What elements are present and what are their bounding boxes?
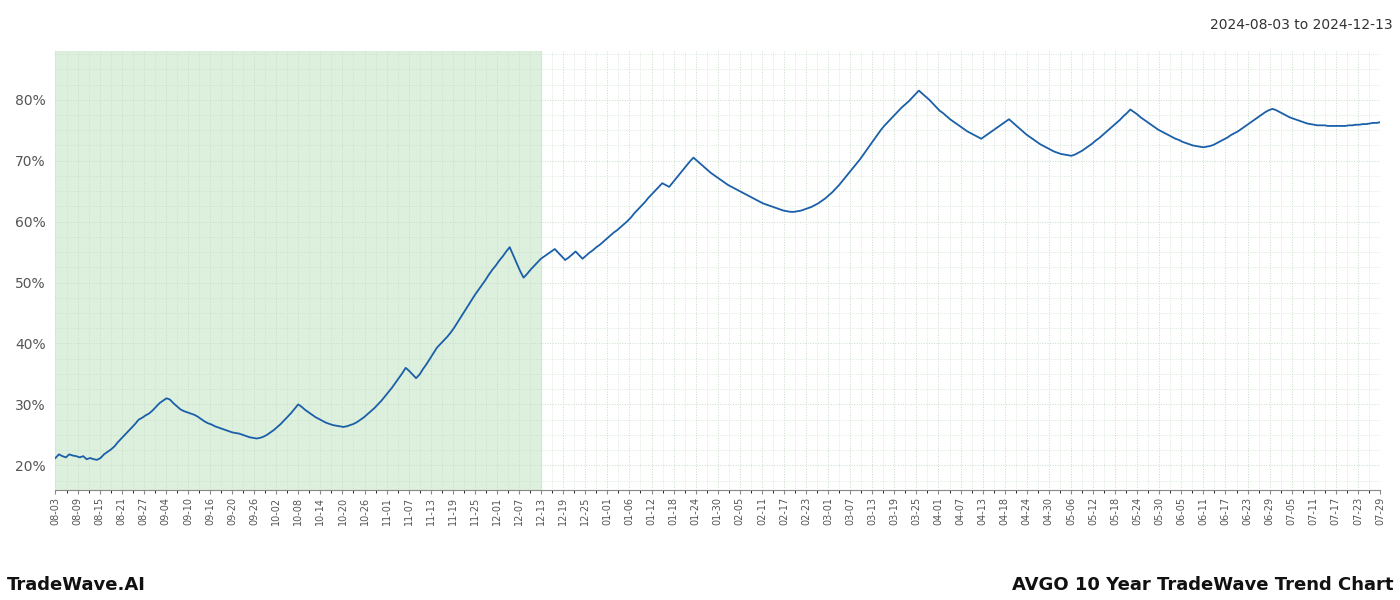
- Text: AVGO 10 Year TradeWave Trend Chart: AVGO 10 Year TradeWave Trend Chart: [1011, 576, 1393, 594]
- Text: TradeWave.AI: TradeWave.AI: [7, 576, 146, 594]
- Text: 2024-08-03 to 2024-12-13: 2024-08-03 to 2024-12-13: [1211, 18, 1393, 32]
- Bar: [56, 51, 542, 490]
